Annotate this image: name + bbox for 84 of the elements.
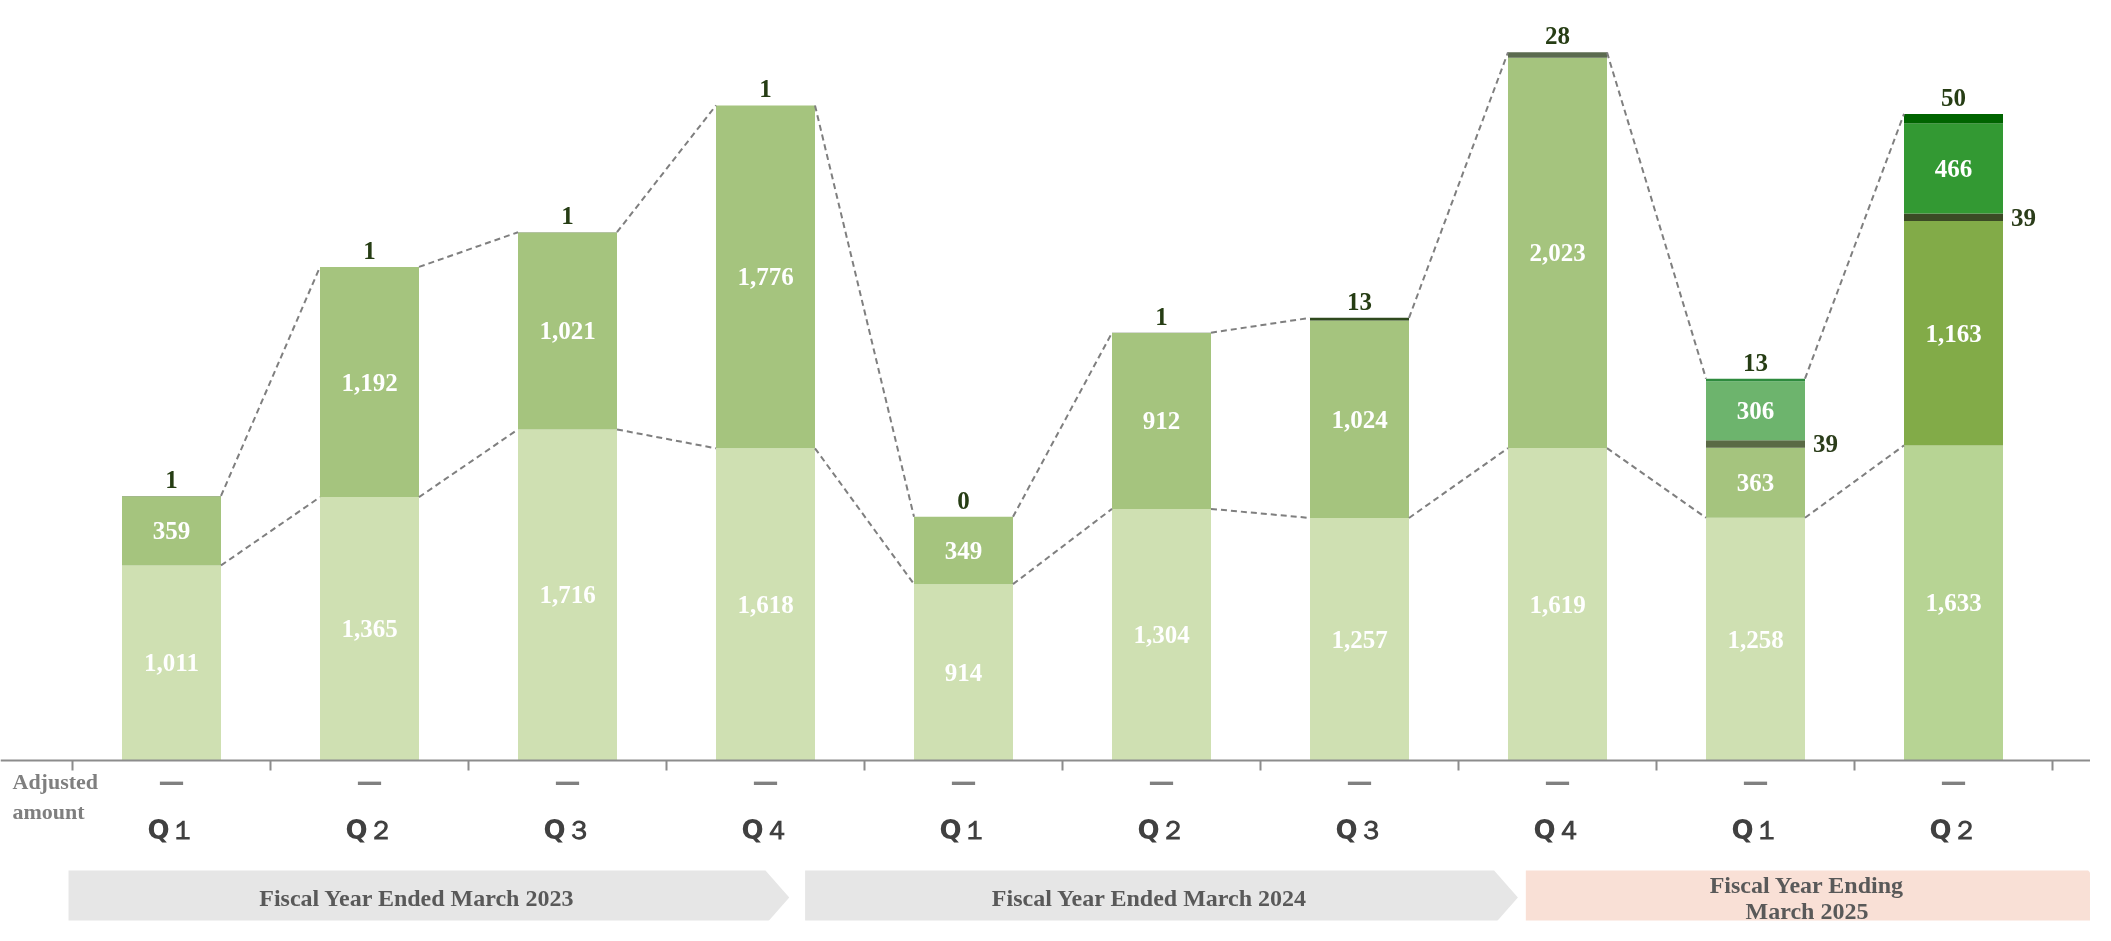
bar xyxy=(518,232,617,430)
bar xyxy=(1310,320,1409,518)
data-label: 1,258 xyxy=(1727,625,1784,653)
x-tick-label: Q２ xyxy=(345,814,394,845)
data-label: 1,304 xyxy=(1133,621,1191,649)
bar xyxy=(1508,52,1607,58)
bar xyxy=(716,448,815,761)
data-label: 1,365 xyxy=(341,615,398,643)
data-label: 1,011 xyxy=(144,649,199,677)
bar xyxy=(1904,221,2003,446)
data-label: 1,257 xyxy=(1331,625,1388,653)
data-label: 1 xyxy=(363,236,376,264)
text: — xyxy=(1148,766,1175,797)
text: — xyxy=(554,766,581,797)
data-label: 1,619 xyxy=(1529,590,1586,618)
bar xyxy=(1706,440,1805,448)
data-label: 306 xyxy=(1736,397,1775,425)
text: — xyxy=(1940,766,1967,797)
x-tick-label: Q２ xyxy=(1137,814,1186,845)
x-tick-label: Q１ xyxy=(1731,814,1780,845)
bar xyxy=(122,565,221,761)
text: — xyxy=(1346,766,1373,797)
data-label: 28 xyxy=(1545,22,1570,50)
text: Fiscal Year Ended March 2024 xyxy=(991,884,1307,911)
data-label: 1,021 xyxy=(539,317,596,345)
bar xyxy=(716,105,815,449)
data-label: 363 xyxy=(1736,469,1775,497)
text: Fiscal Year Ending March 2025 xyxy=(1709,871,1903,924)
text: — xyxy=(1742,766,1769,797)
text: — xyxy=(356,766,383,797)
x-tick-label: Q３ xyxy=(1335,814,1384,845)
text: Fiscal Year Ended March 2023 xyxy=(259,884,574,911)
data-label: 2,023 xyxy=(1529,239,1586,267)
bar xyxy=(1508,57,1607,449)
data-label: 1,618 xyxy=(737,590,794,618)
bar xyxy=(1508,448,1607,761)
data-label: 1 xyxy=(1155,302,1168,330)
data-label: 13 xyxy=(1743,348,1768,376)
bar xyxy=(518,429,617,761)
text: Adjusted amount xyxy=(12,768,99,824)
data-label: 1 xyxy=(759,75,772,103)
data-label: 13 xyxy=(1347,287,1372,315)
x-tick-label: Q３ xyxy=(543,814,592,845)
data-label: 359 xyxy=(152,517,191,545)
data-label: 1 xyxy=(561,202,574,230)
x-tick-label: Q１ xyxy=(147,814,196,845)
data-label: 39 xyxy=(2010,203,2036,231)
bar xyxy=(1112,332,1211,509)
text: — xyxy=(1544,766,1571,797)
bar xyxy=(1904,113,2003,124)
bar xyxy=(320,267,419,498)
bar xyxy=(320,497,419,761)
bar xyxy=(1706,447,1805,518)
data-label: 1,716 xyxy=(539,581,596,609)
data-label: 1,024 xyxy=(1331,405,1389,433)
bar xyxy=(1706,381,1805,441)
data-label: 0 xyxy=(957,486,970,514)
bar xyxy=(914,516,1013,585)
data-label: 912 xyxy=(1142,407,1181,435)
data-label: 349 xyxy=(944,536,983,564)
text: — xyxy=(752,766,779,797)
bar xyxy=(1904,213,2003,222)
data-label: 1,633 xyxy=(1925,589,1982,617)
data-label: 466 xyxy=(1934,155,1973,183)
data-label: 50 xyxy=(1941,83,1966,111)
x-tick-label: Q１ xyxy=(939,814,988,845)
data-label: 1 xyxy=(165,465,178,493)
bar xyxy=(122,496,221,566)
bar xyxy=(1112,508,1211,761)
bar xyxy=(914,584,1013,761)
x-tick-label: Q４ xyxy=(741,814,790,845)
text: — xyxy=(158,766,185,797)
data-label: 1,776 xyxy=(737,263,794,291)
x-tick-label: Q２ xyxy=(1929,814,1978,845)
text: — xyxy=(950,766,977,797)
x-tick-label: Q４ xyxy=(1533,814,1582,845)
data-label: 1,163 xyxy=(1925,319,1982,347)
bar xyxy=(1904,123,2003,214)
bar xyxy=(1310,517,1409,761)
bar xyxy=(1904,445,2003,761)
data-label: 39 xyxy=(1812,430,1838,458)
bar xyxy=(1706,517,1805,761)
data-label: 1,192 xyxy=(341,368,398,396)
data-label: 914 xyxy=(944,658,983,686)
